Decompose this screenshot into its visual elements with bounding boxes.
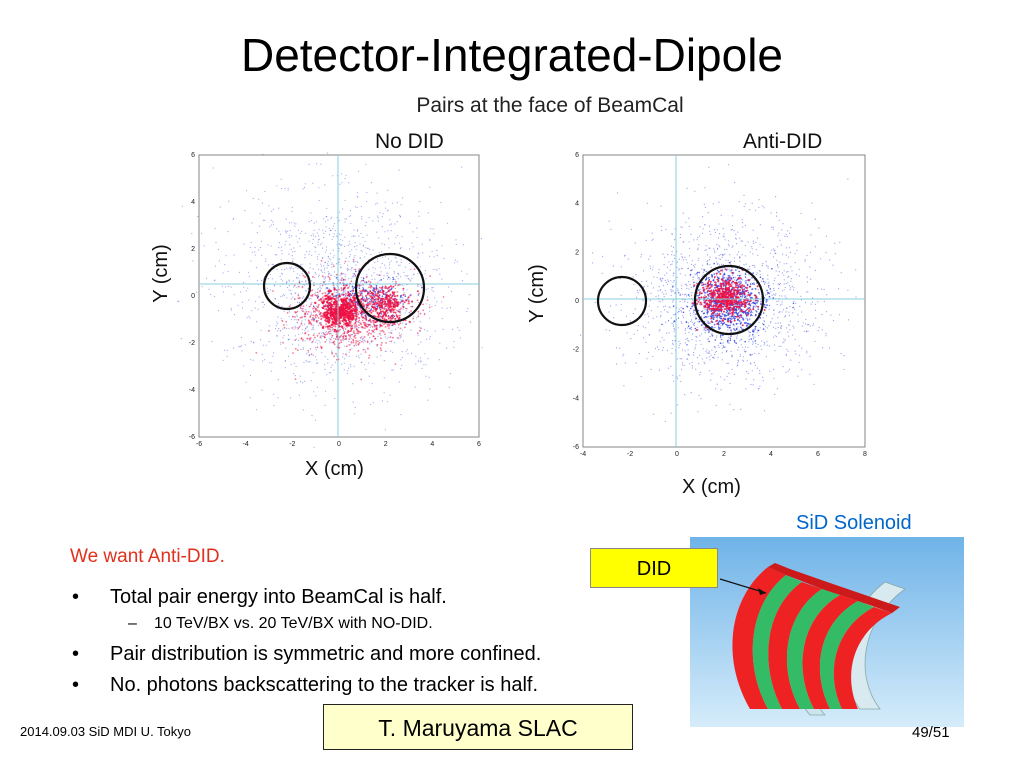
x-tick-label: -2 <box>627 451 633 458</box>
beampipe-circle-outgoing <box>693 264 765 336</box>
x-tick-label: 2 <box>384 441 388 448</box>
x-tick-label: -4 <box>243 441 249 448</box>
y-tick-label: -6 <box>573 444 579 451</box>
y-tick-label: -2 <box>189 340 195 347</box>
plot-ylabel-no-did: Y (cm) <box>149 244 172 303</box>
y-tick-label: 6 <box>191 152 195 159</box>
plot-xlabel-anti-did: X (cm) <box>682 476 741 498</box>
plot-title-anti-did: Anti-DID <box>743 130 823 153</box>
page-number: 49/51 <box>912 724 950 741</box>
x-tick-label: 2 <box>722 451 726 458</box>
bullet-pair-energy: Total pair energy into BeamCal is half. <box>110 586 447 608</box>
y-tick-label: -4 <box>189 387 195 394</box>
bullet-photon-backscatter: No. photons backscattering to the tracke… <box>110 674 538 696</box>
plot-xlabel-no-did: X (cm) <box>305 458 364 480</box>
y-tick-label: 2 <box>191 246 195 253</box>
sub-bullet-marker: – <box>128 615 137 632</box>
y-tick-label: 4 <box>191 199 195 206</box>
y-tick-label: 0 <box>575 298 579 305</box>
slide-title: Detector-Integrated-Dipole <box>240 29 784 81</box>
solenoid-coils <box>732 563 900 709</box>
plot-title-no-did: No DID <box>375 130 444 153</box>
x-tick-label: 0 <box>675 451 679 458</box>
figure-caption: Pairs at the face of BeamCal <box>416 94 684 117</box>
did-label: DID <box>590 548 718 588</box>
plot-ylabel-anti-did: Y (cm) <box>525 264 548 323</box>
x-tick-label: -6 <box>196 441 202 448</box>
bullet-marker: • <box>72 586 80 608</box>
y-tick-label: 0 <box>191 293 195 300</box>
solenoid-caption: SiD Solenoid <box>796 512 912 534</box>
bullet-marker: • <box>72 643 80 665</box>
beampipe-circle-incoming <box>596 275 648 327</box>
beampipe-circle-outgoing <box>354 252 426 324</box>
x-tick-label: 4 <box>430 441 434 448</box>
x-tick-label: -4 <box>580 451 586 458</box>
x-tick-label: 0 <box>337 441 341 448</box>
author-box: T. Maruyama SLAC <box>323 704 633 750</box>
y-tick-label: 2 <box>575 249 579 256</box>
x-tick-label: 6 <box>477 441 481 448</box>
y-tick-label: -2 <box>573 347 579 354</box>
y-tick-label: -4 <box>573 395 579 402</box>
solenoid-illustration <box>690 537 964 727</box>
bullet-marker: • <box>72 674 80 696</box>
conclusion-text: We want Anti-DID. <box>70 546 225 567</box>
tick-labels: -6 -4 -2 0 2 4 6 6 4 2 0 -2 -4 -6 <box>189 152 481 448</box>
sub-bullet-energy-comparison: 10 TeV/BX vs. 20 TeV/BX with NO-DID. <box>154 615 433 632</box>
y-tick-label: -6 <box>189 434 195 441</box>
y-tick-label: 4 <box>575 201 579 208</box>
footer-date-venue: 2014.09.03 SiD MDI U. Tokyo <box>20 724 192 739</box>
y-tick-label: 6 <box>575 152 579 159</box>
scatter-plot-no-did: -6 -4 -2 0 2 4 6 6 4 2 0 -2 -4 -6 <box>177 152 483 448</box>
beampipe-circle-incoming <box>262 261 312 311</box>
x-tick-label: 4 <box>769 451 773 458</box>
x-tick-label: 6 <box>816 451 820 458</box>
bullet-symmetric-distribution: Pair distribution is symmetric and more … <box>110 643 542 665</box>
x-tick-label: -2 <box>289 441 295 448</box>
x-tick-label: 8 <box>863 451 867 458</box>
